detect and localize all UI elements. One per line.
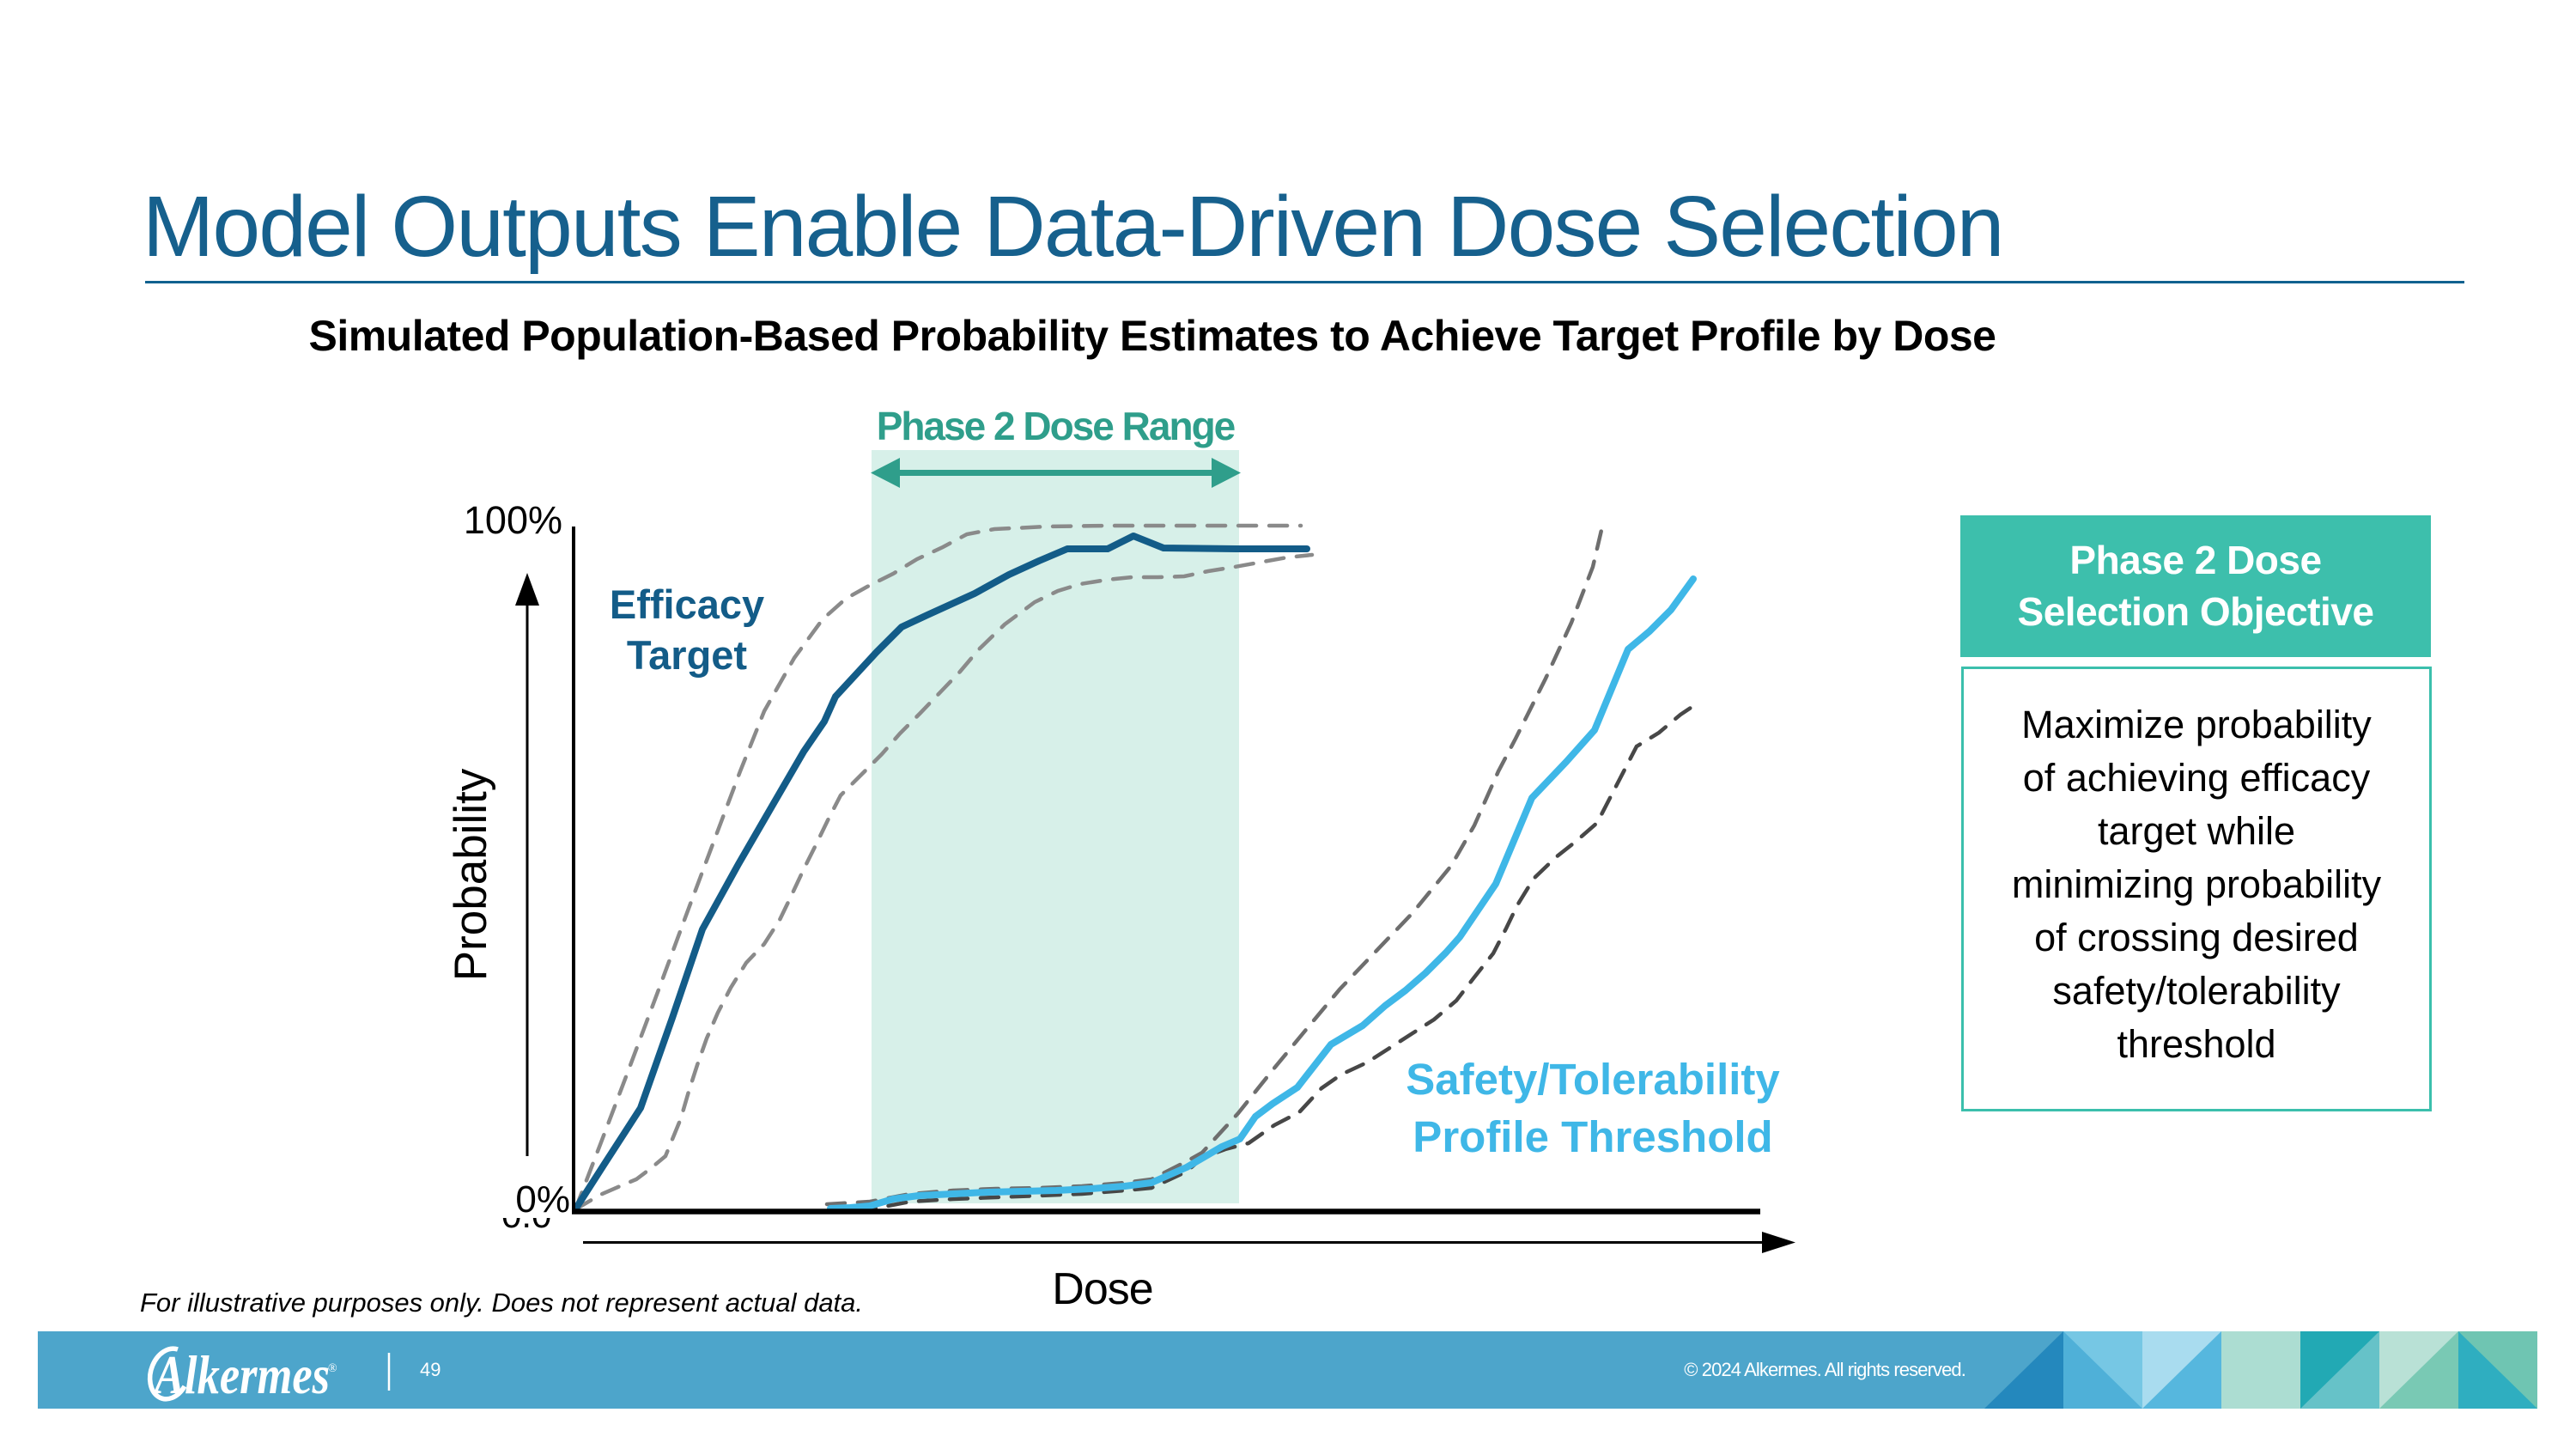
svg-text:© 2024 Alkermes. All rights re: © 2024 Alkermes. All rights reserved. xyxy=(1684,1359,1965,1380)
svg-text:®: ® xyxy=(328,1362,337,1375)
svg-text:Alkermes: Alkermes xyxy=(151,1344,330,1405)
svg-text:49: 49 xyxy=(420,1359,440,1380)
